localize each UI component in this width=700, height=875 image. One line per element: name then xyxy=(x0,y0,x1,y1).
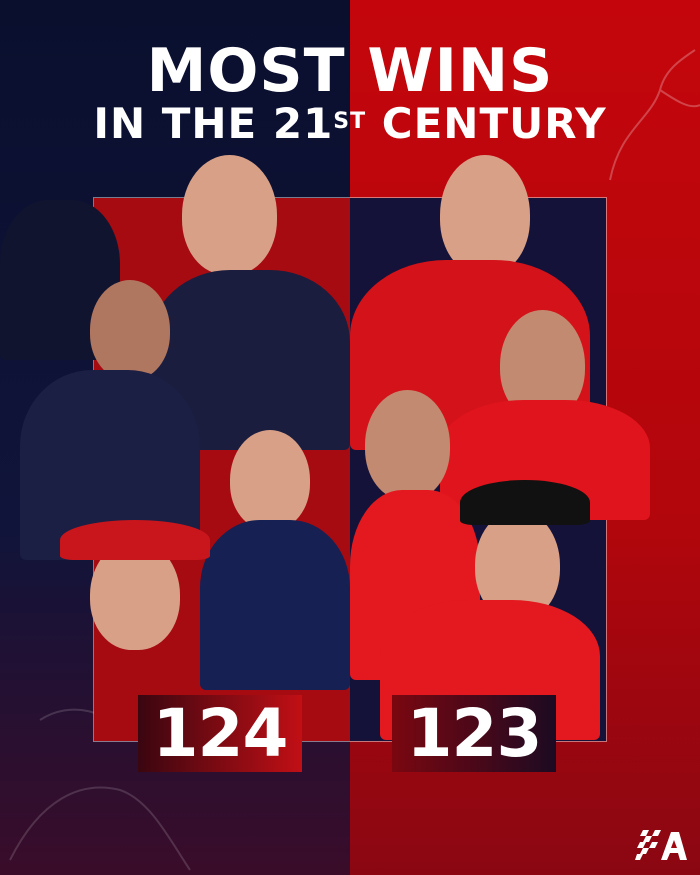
title-text: IN THE 21 xyxy=(93,99,334,148)
title-text: CENTURY xyxy=(366,99,607,148)
driver-photo-webber xyxy=(200,410,350,690)
driver-photo-vettel-rb xyxy=(60,500,210,700)
ferrari-wins-count: 123 xyxy=(392,695,556,772)
driver-photo-ricciardo xyxy=(0,160,200,560)
title-superscript: ST xyxy=(333,109,367,134)
redbull-wins-count: 124 xyxy=(138,695,302,772)
checkered-flag-logo xyxy=(635,830,687,860)
title-line-1: MOST WINS xyxy=(146,36,554,106)
horse-watermark-icon xyxy=(609,49,700,181)
title-line-2: IN THE 21ST CENTURY xyxy=(0,100,700,148)
